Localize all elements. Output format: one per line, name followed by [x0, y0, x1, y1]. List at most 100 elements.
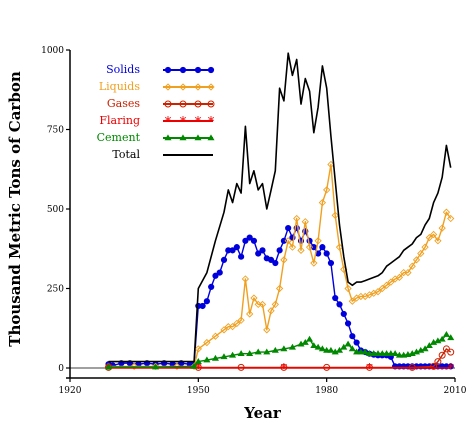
data-point-cement — [229, 351, 237, 358]
series-cement — [104, 331, 455, 370]
data-point-cement — [374, 350, 382, 356]
x-tick-label: 1950 — [187, 386, 210, 396]
data-point-liquids — [421, 243, 429, 251]
legend-marker-liquids — [164, 83, 172, 91]
data-point-liquids — [263, 326, 271, 334]
y-tick-label: 750 — [47, 126, 64, 136]
data-point-cement — [387, 350, 395, 356]
data-point-cement — [280, 345, 288, 352]
legend-item-liquids: Liquids — [99, 80, 215, 93]
data-point-liquids — [284, 237, 292, 245]
data-point-liquids — [417, 249, 425, 258]
data-point-flaring: * — [447, 362, 454, 377]
data-point-cement — [442, 331, 450, 337]
data-point-liquids — [378, 284, 386, 293]
data-point-cement — [344, 340, 352, 347]
data-point-liquids — [297, 246, 305, 254]
x-tick-label: 1920 — [59, 386, 82, 396]
legend-item-flaring: Flaring * * * * — [99, 114, 214, 130]
data-point-liquids — [241, 275, 250, 283]
data-point-liquids — [438, 224, 446, 232]
chart-legend: Solids Liquids Gases Flaring * * * * Cement Total — [97, 63, 215, 161]
data-point-liquids — [271, 300, 279, 309]
data-point-gases — [434, 358, 442, 366]
legend-item-total: Total — [112, 148, 213, 161]
data-point-gases — [447, 348, 455, 356]
data-point-liquids — [233, 319, 241, 328]
data-point-solids — [242, 237, 249, 244]
data-point-solids — [344, 320, 352, 327]
data-point-solids — [220, 256, 228, 263]
series-solids — [105, 224, 454, 370]
legend-item-solids: Solids — [106, 63, 215, 76]
legend-marker-cement — [164, 134, 172, 141]
data-point-liquids — [442, 208, 451, 216]
data-point-flaring: * — [195, 362, 202, 377]
data-point-cement — [310, 342, 318, 349]
data-point-cement — [327, 346, 335, 353]
data-point-liquids — [228, 323, 237, 331]
data-point-cement — [203, 356, 211, 363]
data-point-cement — [438, 335, 446, 342]
data-point-liquids — [447, 214, 455, 223]
data-point-solids — [353, 339, 360, 346]
data-point-cement — [361, 348, 369, 355]
data-point-liquids — [173, 362, 181, 371]
data-point-cement — [314, 343, 322, 350]
series-line-total — [108, 52, 452, 363]
legend-label-flaring: Flaring — [99, 114, 140, 127]
data-point-liquids — [301, 218, 309, 226]
data-point-flaring: * — [105, 362, 112, 377]
data-point-solids — [349, 333, 356, 340]
data-point-solids — [319, 244, 326, 251]
data-point-liquids — [429, 230, 438, 239]
data-point-liquids — [434, 237, 442, 245]
legend-marker-flaring: * — [180, 115, 187, 130]
legend-marker-liquids — [179, 83, 187, 91]
data-point-solids — [340, 310, 347, 318]
legend-item-cement: Cement — [97, 131, 215, 144]
data-point-liquids — [280, 256, 288, 264]
data-point-gases — [430, 362, 438, 370]
data-point-cement — [370, 350, 378, 356]
data-point-cement — [211, 354, 219, 361]
data-point-cement — [335, 346, 344, 353]
data-point-solids — [246, 234, 253, 241]
data-point-solids — [250, 237, 258, 244]
y-tick-label: 1000 — [41, 46, 64, 56]
series-liquids — [104, 160, 455, 371]
data-point-cement — [271, 346, 279, 353]
data-point-liquids — [246, 310, 254, 318]
data-point-liquids — [130, 362, 138, 371]
legend-marker-flaring: * — [208, 115, 215, 130]
data-point-solids — [267, 256, 275, 263]
data-point-flaring: * — [281, 362, 288, 377]
legend-marker-cement — [207, 134, 215, 141]
data-point-liquids — [275, 284, 284, 293]
data-point-liquids — [288, 243, 297, 251]
series-flaring: * * * * * — [105, 362, 454, 377]
data-point-liquids — [344, 284, 352, 293]
y-tick-label: 250 — [47, 285, 64, 295]
data-point-liquids — [348, 297, 356, 305]
data-point-cement — [306, 335, 314, 342]
data-point-solids — [332, 294, 339, 302]
data-point-liquids — [151, 362, 160, 371]
data-point-cement — [365, 350, 373, 356]
y-tick-label: 500 — [47, 205, 64, 215]
data-point-liquids — [293, 214, 301, 223]
data-point-solids — [327, 259, 335, 267]
data-point-cement — [237, 350, 245, 356]
data-point-liquids — [211, 332, 220, 340]
data-point-solids — [233, 244, 240, 251]
data-point-liquids — [408, 262, 416, 270]
legend-marker-gases — [207, 100, 215, 108]
data-point-solids — [272, 259, 279, 267]
legend-marker-solids — [179, 66, 187, 74]
data-point-solids — [203, 298, 210, 305]
data-point-liquids — [220, 326, 228, 334]
data-point-solids — [280, 237, 287, 244]
data-point-flaring: * — [366, 362, 373, 377]
data-point-solids — [336, 301, 343, 308]
